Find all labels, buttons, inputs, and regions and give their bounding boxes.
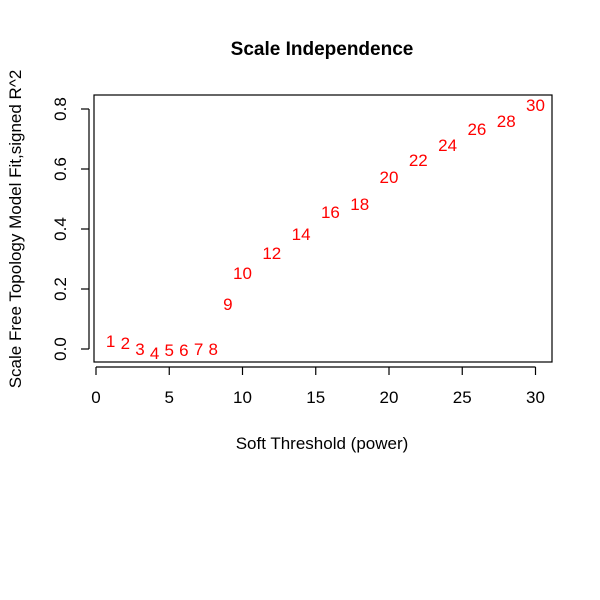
x-tick-label: 5 bbox=[165, 388, 174, 407]
plot-frame bbox=[93, 94, 553, 363]
y-axis: 0.0 0.2 0.4 0.6 0.8 bbox=[51, 97, 90, 361]
data-point-label: 7 bbox=[194, 340, 203, 359]
y-axis-label: Scale Free Topology Model Fit,signed R^2 bbox=[6, 70, 25, 389]
x-tick-label: 0 bbox=[91, 388, 100, 407]
x-tick-label: 20 bbox=[380, 388, 399, 407]
x-tick-label: 10 bbox=[233, 388, 252, 407]
x-tick-label: 15 bbox=[306, 388, 325, 407]
data-point-label: 28 bbox=[497, 112, 516, 131]
data-point-label: 22 bbox=[409, 151, 428, 170]
y-tick-label: 0.4 bbox=[51, 217, 70, 241]
data-point-label: 5 bbox=[165, 341, 174, 360]
data-point-label: 24 bbox=[438, 136, 457, 155]
chart-title: Scale Independence bbox=[231, 39, 414, 60]
data-point-label: 16 bbox=[321, 203, 340, 222]
data-point-label: 3 bbox=[135, 340, 144, 359]
data-point-label: 18 bbox=[350, 195, 369, 214]
data-point-label: 26 bbox=[467, 120, 486, 139]
data-point-label: 4 bbox=[150, 344, 159, 363]
y-tick-label: 0.8 bbox=[51, 97, 70, 121]
x-axis: 0 5 10 15 20 25 30 bbox=[91, 366, 545, 407]
x-tick-label: 25 bbox=[453, 388, 472, 407]
data-point-label: 30 bbox=[526, 96, 545, 115]
y-tick-label: 0.0 bbox=[51, 337, 70, 361]
data-point-label: 10 bbox=[233, 264, 252, 283]
y-tick-label: 0.2 bbox=[51, 277, 70, 301]
data-point-label: 6 bbox=[179, 341, 188, 360]
data-point-label: 20 bbox=[380, 168, 399, 187]
data-point-label: 8 bbox=[208, 340, 217, 359]
data-point-label: 1 bbox=[106, 332, 115, 351]
x-tick-label: 30 bbox=[526, 388, 545, 407]
data-point-label: 9 bbox=[223, 295, 232, 314]
data-point-label: 12 bbox=[262, 244, 281, 263]
x-axis-label: Soft Threshold (power) bbox=[236, 434, 409, 453]
data-point-label: 14 bbox=[292, 225, 311, 244]
y-tick-label: 0.6 bbox=[51, 157, 70, 181]
data-point-label: 2 bbox=[121, 334, 130, 353]
